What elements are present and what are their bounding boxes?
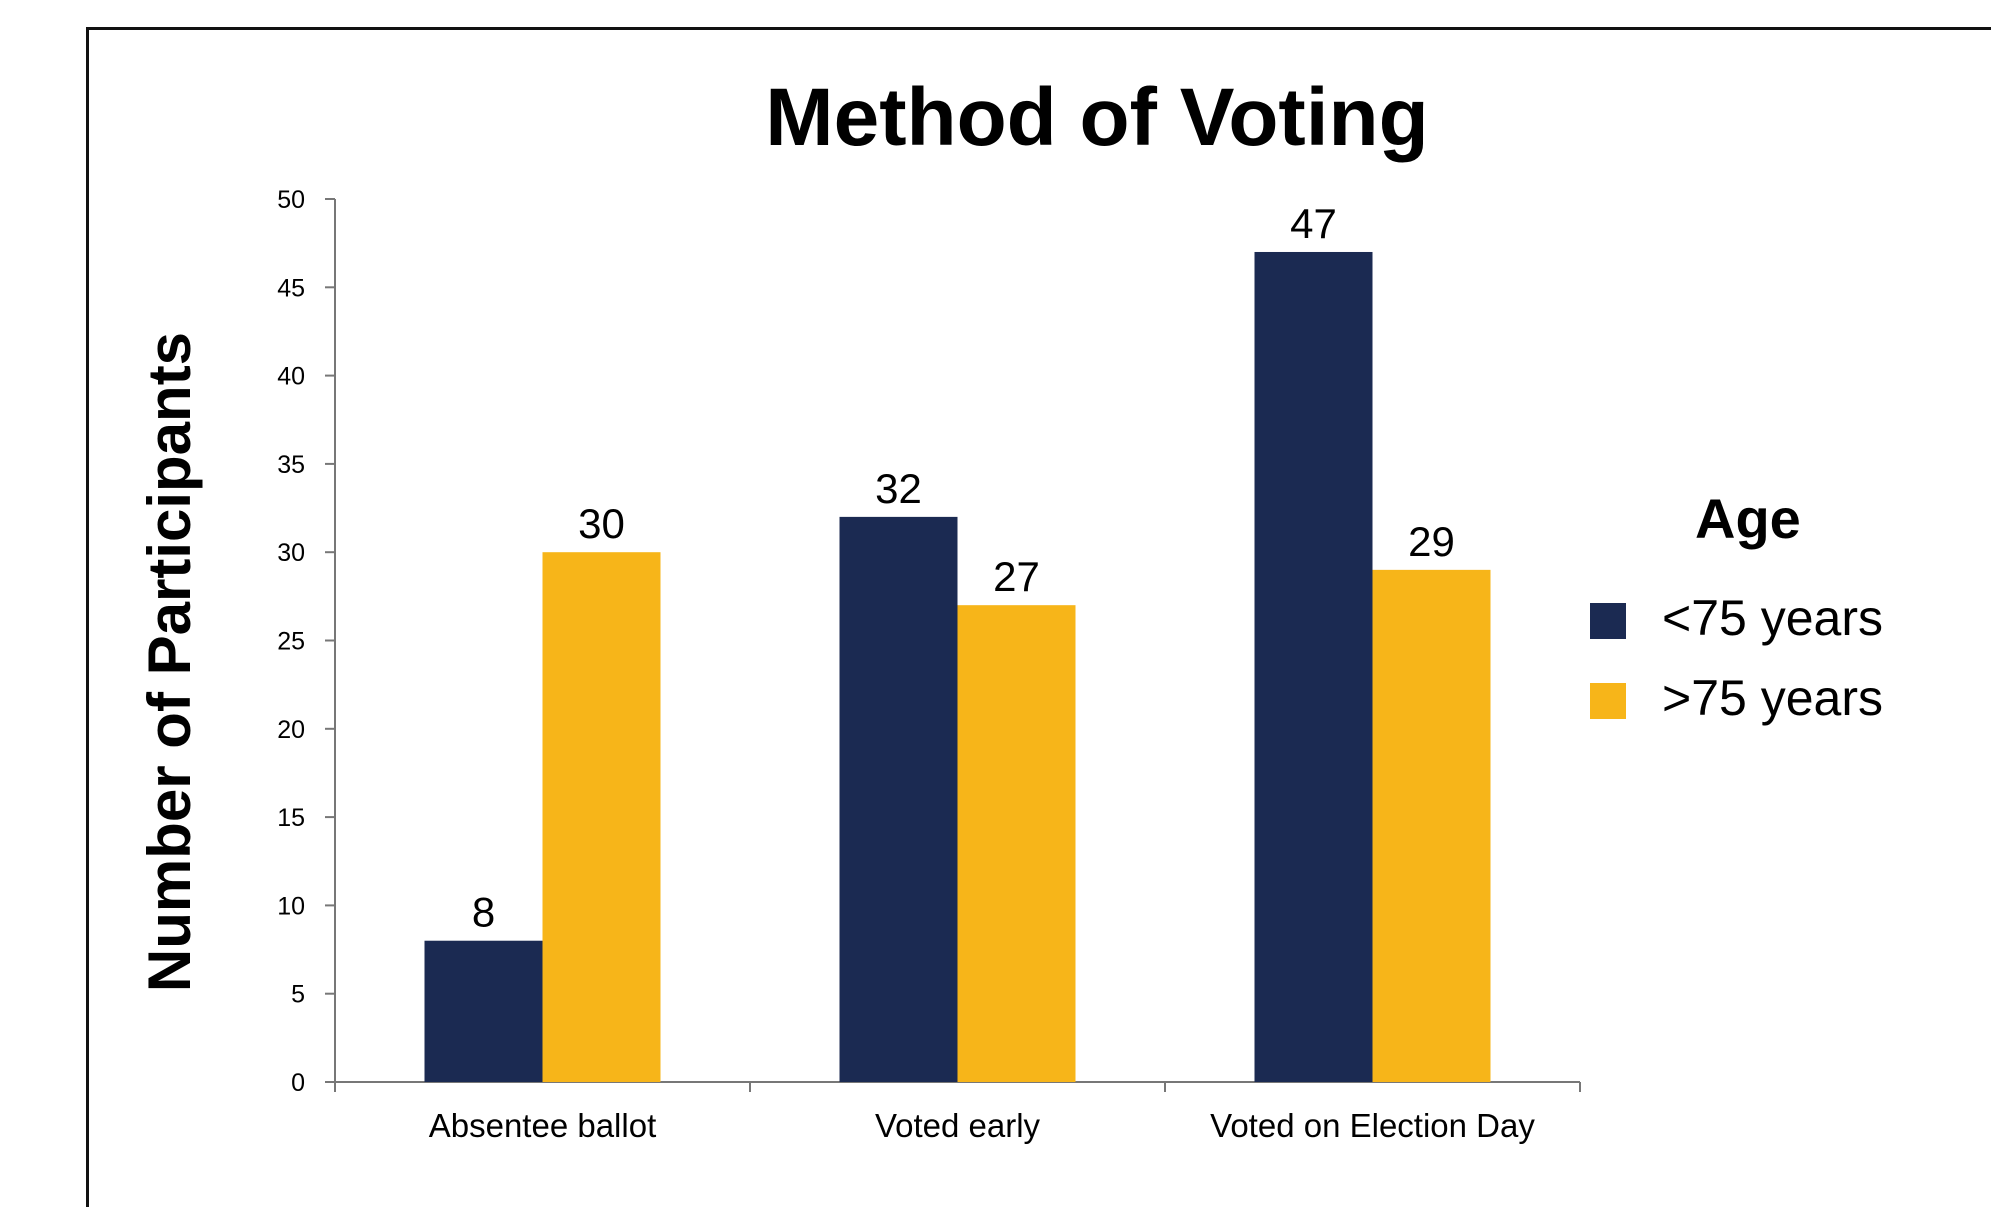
y-tick-label: 45 bbox=[277, 274, 305, 302]
x-category-label: Voted on Election Day bbox=[1210, 1107, 1535, 1144]
y-tick-label: 15 bbox=[277, 804, 305, 832]
y-tick-label: 5 bbox=[291, 981, 305, 1009]
legend: Age <75 years >75 years bbox=[1590, 487, 1883, 726]
x-category-label: Voted early bbox=[875, 1107, 1041, 1144]
bar-chart: Method of Voting Number of Participants … bbox=[136, 72, 1883, 1144]
y-tick-label: 10 bbox=[277, 892, 305, 920]
data-label: 8 bbox=[472, 889, 495, 936]
plot-area: 0 5 10 15 20 25 30 35 40 45 50 8 30 Absentee ballot 32… bbox=[277, 186, 1581, 1144]
bar bbox=[542, 552, 661, 1082]
y-tick-label: 30 bbox=[277, 539, 305, 567]
bar bbox=[424, 940, 543, 1082]
bar bbox=[839, 516, 958, 1082]
data-label: 32 bbox=[875, 465, 922, 512]
legend-entry: <75 years bbox=[1662, 590, 1883, 646]
y-tick-label: 35 bbox=[277, 451, 305, 479]
chart-frame bbox=[86, 27, 1991, 1207]
legend-title: Age bbox=[1695, 487, 1801, 550]
y-axis-label: Number of Participants bbox=[136, 332, 203, 992]
y-tick-label: 0 bbox=[291, 1069, 305, 1097]
legend-swatch bbox=[1590, 603, 1626, 639]
bar bbox=[957, 605, 1076, 1082]
data-label: 47 bbox=[1290, 200, 1337, 247]
legend-swatch bbox=[1590, 683, 1626, 719]
y-tick-label: 40 bbox=[277, 363, 305, 391]
chart-title: Method of Voting bbox=[765, 72, 1428, 163]
x-category-label: Absentee ballot bbox=[429, 1107, 657, 1144]
data-label: 30 bbox=[578, 500, 625, 547]
y-tick-label: 25 bbox=[277, 628, 305, 656]
bar bbox=[1372, 569, 1491, 1082]
data-label: 29 bbox=[1408, 518, 1455, 565]
y-tick-label: 50 bbox=[277, 186, 305, 214]
bar bbox=[1254, 251, 1373, 1083]
legend-entry: >75 years bbox=[1662, 670, 1883, 726]
data-label: 27 bbox=[993, 553, 1040, 600]
y-tick-label: 20 bbox=[277, 716, 305, 744]
